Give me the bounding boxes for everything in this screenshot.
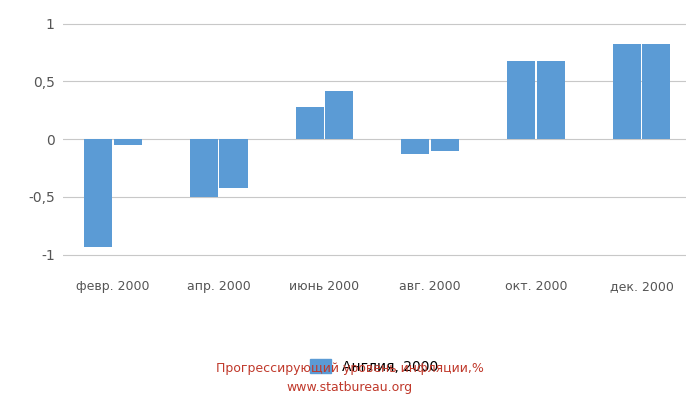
Bar: [401, 139, 430, 154]
Bar: [643, 44, 671, 139]
Bar: [431, 139, 459, 151]
Bar: [295, 107, 324, 139]
Text: Прогрессирующий уровень инфляции,%
www.statbureau.org: Прогрессирующий уровень инфляции,% www.s…: [216, 362, 484, 394]
Bar: [507, 60, 536, 139]
Bar: [612, 44, 641, 139]
Legend: Англия, 2000: Англия, 2000: [304, 354, 444, 380]
Bar: [190, 139, 218, 197]
Bar: [326, 90, 354, 139]
Bar: [84, 139, 112, 246]
Bar: [220, 139, 248, 188]
Bar: [537, 60, 565, 139]
Bar: [113, 139, 142, 145]
